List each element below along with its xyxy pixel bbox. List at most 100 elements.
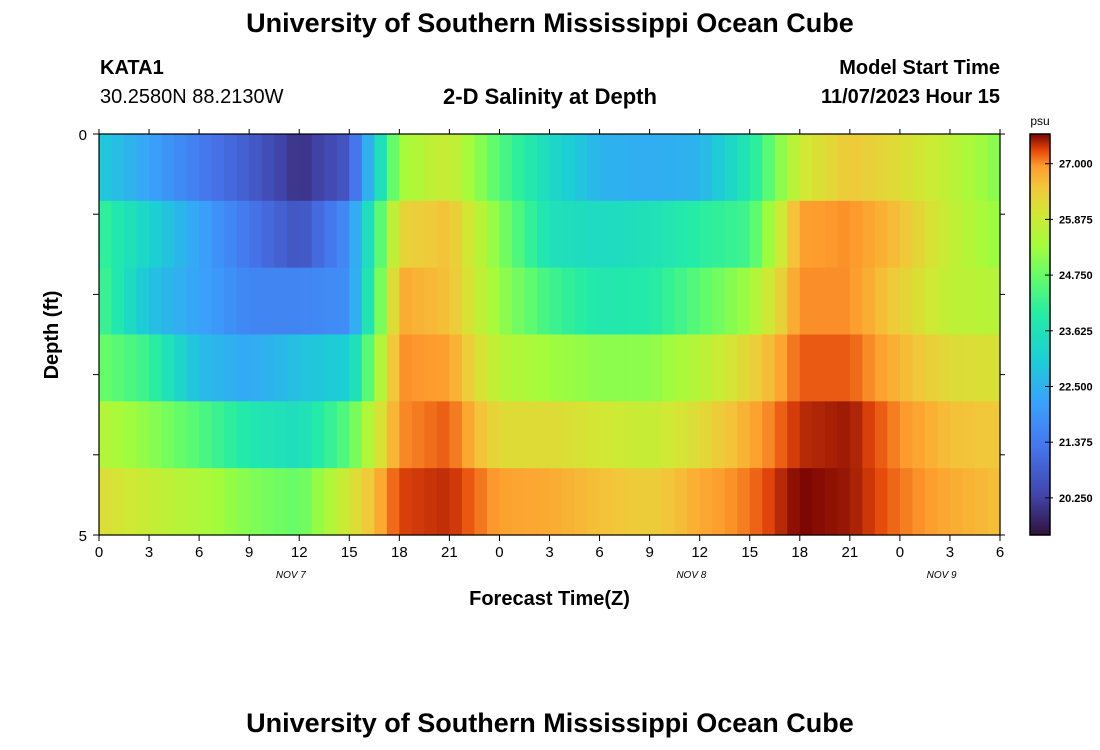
heatmap-cell: [624, 468, 638, 536]
heatmap-cell: [111, 334, 125, 402]
x-tick-label: 3: [145, 544, 153, 561]
heatmap-cell: [874, 468, 888, 536]
heatmap-cell: [524, 200, 538, 269]
x-tick-label: 15: [341, 544, 358, 561]
heatmap-cell: [662, 401, 676, 469]
heatmap-cell: [612, 468, 626, 536]
heatmap-cell: [987, 267, 1001, 336]
heatmap-cell: [974, 468, 989, 536]
heatmap-cell: [824, 401, 838, 469]
heatmap-cell: [874, 267, 888, 336]
heatmap-cell: [774, 468, 788, 536]
heatmap-cell: [899, 401, 913, 469]
heatmap-cell: [111, 267, 125, 336]
heatmap-cell: [536, 468, 551, 536]
heatmap-cell: [649, 134, 663, 202]
heatmap-cell: [862, 267, 876, 336]
heatmap-cell: [737, 468, 751, 536]
heatmap-cell: [336, 134, 350, 202]
heatmap-cell: [461, 200, 476, 269]
heatmap-cell: [461, 267, 476, 336]
x-tick-label: 9: [245, 544, 253, 561]
heatmap-cell: [874, 200, 888, 269]
heatmap-cell: [174, 334, 188, 402]
heatmap-cell: [511, 334, 526, 402]
heatmap-cell: [399, 200, 413, 269]
heatmap-cell: [499, 200, 513, 269]
heatmap-cell: [962, 134, 976, 202]
heatmap-cell: [749, 401, 763, 469]
heatmap-cell: [461, 468, 476, 536]
heatmap-cell: [749, 134, 763, 202]
heatmap-cell: [124, 334, 138, 402]
heatmap-cell: [249, 200, 263, 269]
heatmap-cell: [849, 401, 863, 469]
heatmap-cell: [511, 200, 526, 269]
heatmap-cell: [987, 200, 1001, 269]
heatmap-cell: [687, 200, 701, 269]
heatmap-cell: [912, 267, 926, 336]
heatmap-cell: [149, 267, 163, 336]
heatmap-cell: [274, 401, 288, 469]
heatmap-cell: [261, 401, 275, 469]
heatmap-cell: [774, 267, 788, 336]
heatmap-cell: [499, 134, 513, 202]
heatmap-cell: [687, 334, 701, 402]
heatmap-cell: [687, 468, 701, 536]
heatmap-cell: [136, 134, 150, 202]
heatmap-cell: [149, 134, 163, 202]
heatmap-cell: [274, 334, 288, 402]
heatmap-cell: [887, 468, 901, 536]
heatmap-cell: [336, 200, 350, 269]
heatmap-cell: [486, 401, 501, 469]
colorbar-tick-label: 22.500: [1059, 381, 1093, 393]
heatmap-cell: [311, 267, 325, 336]
heatmap-cell: [787, 401, 801, 469]
heatmap-cell: [511, 468, 526, 536]
heatmap-cell: [862, 334, 876, 402]
heatmap-cell: [924, 401, 939, 469]
heatmap-cell: [274, 200, 288, 269]
colorbar-tick-label: 23.625: [1059, 326, 1093, 338]
heatmap-cell: [724, 401, 738, 469]
heatmap-cell: [799, 200, 813, 269]
colorbar: [1029, 133, 1051, 536]
x-tick-label: 21: [841, 544, 858, 561]
heatmap-cell: [587, 267, 601, 336]
heatmap-cell: [599, 468, 613, 536]
heatmap-cell: [399, 267, 413, 336]
heatmap-cell: [161, 334, 175, 402]
heatmap-cell: [599, 401, 613, 469]
heatmap-cell: [987, 334, 1001, 402]
heatmap-cell: [937, 200, 951, 269]
heatmap-cell: [712, 267, 726, 336]
heatmap-cell: [99, 468, 113, 536]
heatmap-cell: [486, 334, 501, 402]
heatmap-cell: [536, 401, 551, 469]
heatmap-cell: [261, 468, 275, 536]
heatmap-cell: [649, 267, 663, 336]
heatmap-cell: [624, 401, 638, 469]
heatmap-cell: [662, 334, 676, 402]
heatmap-cell: [411, 334, 425, 402]
heatmap-cell: [812, 134, 826, 202]
heatmap-cell: [186, 134, 200, 202]
heatmap-cell: [224, 401, 238, 469]
heatmap-cell: [486, 468, 501, 536]
heatmap-cell: [774, 401, 788, 469]
heatmap-cell: [124, 401, 138, 469]
heatmap-cell: [536, 200, 551, 269]
heatmap-cell: [274, 267, 288, 336]
heatmap-cell: [536, 134, 551, 202]
heatmap-cell: [486, 200, 501, 269]
heatmap-cell: [862, 401, 876, 469]
heatmap-cell: [236, 200, 250, 269]
heatmap-cell: [449, 401, 463, 469]
heatmap-cell: [524, 334, 538, 402]
heatmap-cell: [799, 267, 813, 336]
heatmap-cell: [186, 267, 200, 336]
heatmap-cell: [174, 267, 188, 336]
heatmap-cell: [149, 334, 163, 402]
heatmap-cell: [524, 468, 538, 536]
heatmap-cell: [949, 200, 964, 269]
